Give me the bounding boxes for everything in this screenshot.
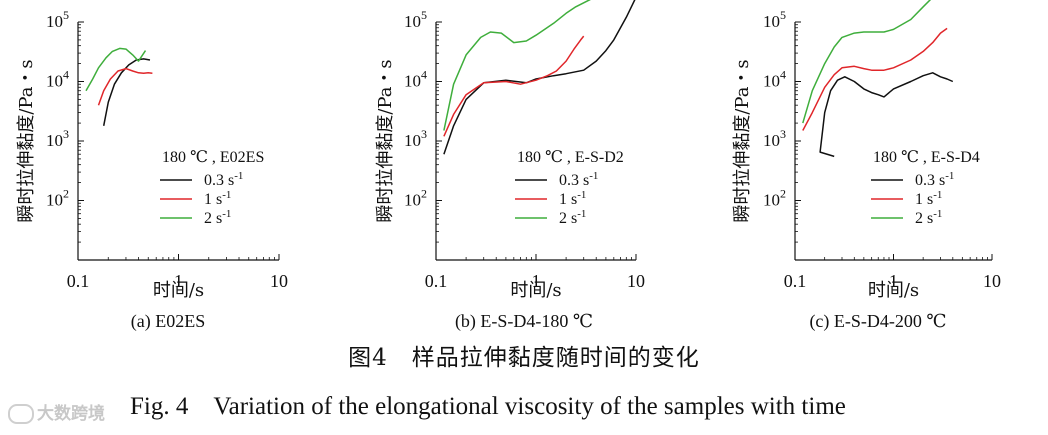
- legend-entry: 1 s-1: [915, 189, 942, 208]
- x-tick-label: 0.1: [67, 271, 90, 291]
- legend-title: 180 ℃ , E02ES: [162, 149, 264, 166]
- y-tick-label: 105: [46, 8, 69, 31]
- legend-title: 180 ℃ , E-S-D4: [873, 149, 980, 166]
- x-tick-label: 1: [889, 271, 898, 291]
- y-tick-label: 103: [404, 127, 427, 150]
- legend-entry: 2 s-1: [204, 208, 231, 227]
- series-line-1: [443, 35, 585, 137]
- y-tick-label: 102: [763, 187, 786, 210]
- x-tick-label: 10: [983, 271, 1001, 291]
- legend-entry: 2 s-1: [915, 208, 942, 227]
- y-tick-label: 103: [46, 127, 69, 150]
- legend-title: 180 ℃ , E-S-D2: [517, 149, 624, 166]
- x-axis-title: 时间/s: [510, 280, 561, 301]
- legend-entry: 0.3 s-1: [915, 170, 954, 189]
- y-tick-label: 105: [404, 8, 427, 31]
- series-line-1: [97, 67, 153, 106]
- series-line-2: [443, 0, 591, 131]
- y-tick-label: 104: [46, 68, 69, 91]
- x-axis-title: 时间/s: [868, 280, 919, 301]
- y-axis-title: 瞬时拉伸黏度/Pa・s: [16, 59, 37, 222]
- chart-panel-b: 102 103 104 105 0.1 1 10 时间/s 瞬时拉伸黏度/Pa・s (b) E-S…: [375, 0, 645, 332]
- watermark: 大数跨境: [8, 399, 105, 424]
- y-axis-title: 瞬时拉伸黏度/Pa・s: [732, 59, 753, 222]
- series-line-2: [85, 47, 147, 92]
- series-line-0-3: [443, 0, 636, 155]
- caption-english: Fig. 4 Variation of the elongational vis…: [130, 393, 846, 420]
- y-tick-label: 102: [46, 187, 69, 210]
- caption-chinese: 图4 样品拉伸黏度随时间的变化: [348, 345, 700, 371]
- legend-entry: 2 s-1: [559, 208, 586, 227]
- y-tick-label: 102: [404, 187, 427, 210]
- legend-entry: 0.3 s-1: [204, 170, 243, 189]
- legend-entry: 0.3 s-1: [559, 170, 598, 189]
- x-tick-label: 1: [174, 271, 183, 291]
- watermark-text: 大数跨境: [37, 404, 105, 424]
- series-line-0-3: [819, 72, 954, 158]
- series-line-1: [802, 27, 948, 131]
- chart-subtitle: (a) E02ES: [131, 311, 205, 332]
- x-axis-title: 时间/s: [153, 280, 204, 301]
- x-tick-label: 1: [532, 271, 541, 291]
- x-tick-label: 10: [270, 271, 288, 291]
- y-tick-label: 104: [763, 68, 786, 91]
- chart-panel-c: 102 103 104 105 0.1 1 10 时间/s 瞬时拉伸黏度/Pa・s (c) E-S…: [732, 0, 1001, 332]
- legend-entry: 1 s-1: [204, 189, 231, 208]
- series-line-2: [802, 0, 932, 124]
- y-tick-label: 104: [404, 68, 427, 91]
- x-tick-label: 0.1: [784, 271, 807, 291]
- y-axis-title: 瞬时拉伸黏度/Pa・s: [375, 59, 396, 222]
- chart-panel-a: 102 103 104 105 0.1 1 10 时间/s 瞬时拉伸黏度/Pa・s (a) E02…: [16, 8, 288, 332]
- legend-entry: 1 s-1: [559, 189, 586, 208]
- x-tick-label: 10: [627, 271, 645, 291]
- x-tick-label: 0.1: [425, 271, 448, 291]
- y-tick-label: 105: [763, 8, 786, 31]
- y-tick-label: 103: [763, 127, 786, 150]
- chart-subtitle: (c) E-S-D4-200 ℃: [809, 311, 946, 332]
- chart-subtitle: (b) E-S-D4-180 ℃: [455, 311, 593, 332]
- watermark-logo-icon: [8, 404, 34, 424]
